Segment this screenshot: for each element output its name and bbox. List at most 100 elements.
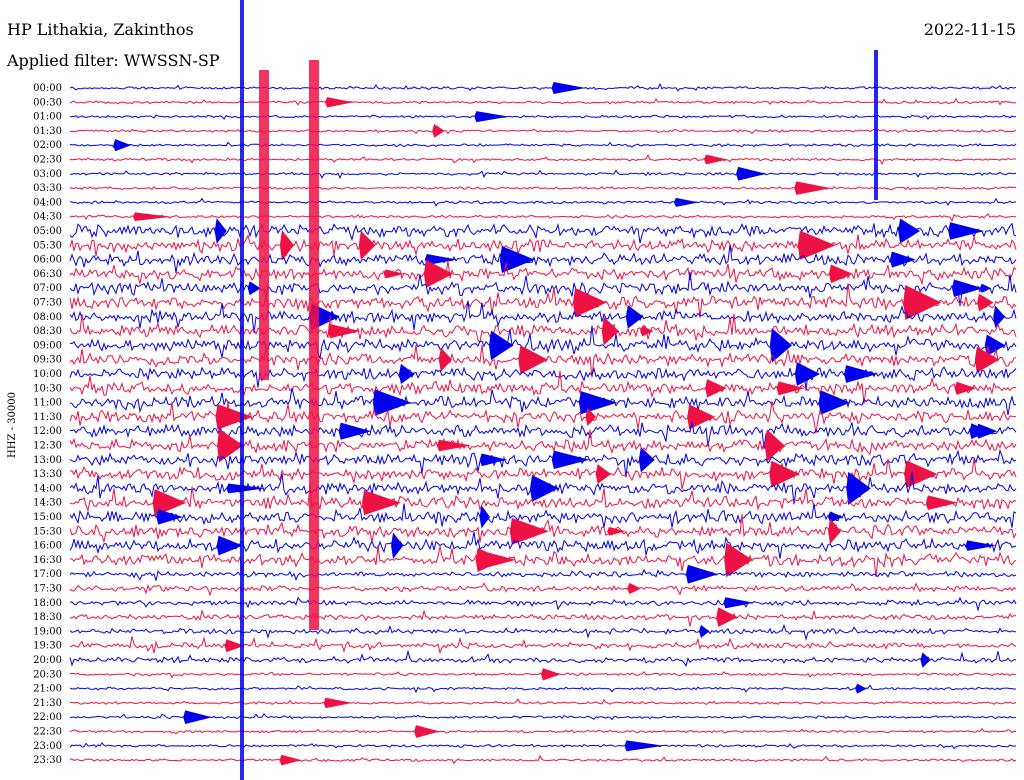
trace-line	[69, 582, 1017, 597]
event-burst	[358, 230, 376, 260]
row-time-label: 22:00	[33, 712, 62, 723]
row-time-label: 15:30	[33, 526, 62, 537]
row-time-label: 07:30	[33, 298, 62, 309]
event-burst	[984, 334, 1006, 357]
row-time-label: 00:30	[33, 97, 62, 108]
row-time-label: 04:00	[33, 197, 62, 208]
filter-label: Applied filter: WWSSN-SP	[7, 51, 220, 70]
trace-line	[69, 185, 1017, 191]
trace-line	[69, 244, 1017, 274]
event-burst	[625, 304, 644, 329]
event-burst	[925, 495, 958, 510]
trace-line	[69, 325, 1017, 359]
row-time-label: 13:00	[33, 455, 62, 466]
event-burst	[338, 422, 372, 440]
row-time-label: 19:00	[33, 626, 62, 637]
row-time-label: 09:30	[33, 355, 62, 366]
row-time-label: 10:30	[33, 383, 62, 394]
event-burst	[627, 582, 641, 595]
event-burst	[372, 389, 412, 416]
trace-line	[69, 623, 1016, 642]
row-time-label: 04:30	[33, 212, 62, 223]
trace-line	[69, 260, 1017, 286]
event-burst	[423, 259, 454, 288]
row-time-label: 02:30	[33, 155, 62, 166]
event-burst	[855, 683, 867, 694]
row-time-label: 19:30	[33, 641, 62, 652]
row-time-label: 03:30	[33, 183, 62, 194]
row-time-label: 09:00	[33, 340, 62, 351]
event-burst	[328, 323, 360, 339]
row-time-label: 20:00	[33, 655, 62, 666]
event-burst	[578, 391, 618, 415]
event-burst	[595, 464, 611, 485]
event-burst	[224, 639, 245, 653]
row-time-label: 01:00	[33, 112, 62, 123]
trace-line	[69, 234, 1017, 257]
trace-line	[69, 636, 1017, 655]
event-burst	[903, 284, 942, 321]
row-time-label: 21:30	[33, 698, 62, 709]
event-burst	[247, 281, 261, 296]
trace-line	[69, 271, 1017, 307]
trace-line	[69, 222, 1017, 244]
row-time-label: 23:00	[33, 741, 62, 752]
event-burst	[687, 404, 716, 430]
event-burst	[216, 535, 243, 556]
event-burst	[920, 652, 931, 668]
large-event-mark	[309, 60, 319, 630]
row-time-label: 08:30	[33, 326, 62, 337]
trace-line	[69, 531, 1017, 559]
trace-line	[69, 503, 1017, 528]
row-time-label: 15:00	[33, 512, 62, 523]
event-burst	[183, 710, 213, 725]
event-burst	[846, 471, 871, 505]
event-burst	[601, 316, 620, 346]
event-burst	[518, 345, 548, 375]
row-time-label: 21:00	[33, 684, 62, 695]
event-burst	[279, 229, 295, 261]
trace-line	[69, 82, 1017, 92]
event-burst	[904, 460, 938, 488]
event-burst	[391, 532, 404, 559]
event-burst	[776, 381, 805, 396]
large-event-mark	[259, 70, 269, 380]
event-burst	[716, 607, 738, 627]
event-burst	[898, 218, 921, 244]
event-burst	[974, 346, 1000, 373]
trace-line	[69, 300, 1017, 334]
event-burst	[685, 564, 719, 584]
event-burst	[965, 540, 997, 551]
date-label: 2022-11-15	[923, 20, 1016, 39]
trace-line	[69, 698, 1017, 706]
event-burst	[828, 511, 844, 523]
event-burst	[551, 450, 590, 470]
event-burst	[551, 81, 586, 95]
station-title: HP Lithakia, Zakinthos	[7, 20, 194, 39]
event-burst	[723, 597, 754, 609]
event-burst	[325, 97, 354, 108]
event-burst	[704, 154, 728, 165]
event-burst	[844, 365, 878, 383]
trace-line	[69, 114, 1017, 120]
row-time-label: 08:00	[33, 312, 62, 323]
event-burst	[979, 283, 992, 293]
row-time-label: 06:00	[33, 255, 62, 266]
event-burst	[474, 111, 509, 123]
event-burst	[156, 509, 183, 525]
event-burst	[624, 740, 664, 752]
event-burst	[215, 404, 253, 430]
event-burst	[383, 269, 405, 279]
trace-line	[69, 608, 1017, 627]
trace-line	[69, 313, 1017, 343]
event-burst	[414, 725, 440, 738]
trace-line	[69, 366, 1017, 391]
row-time-label: 18:00	[33, 598, 62, 609]
trace-line	[69, 197, 1017, 207]
event-burst	[699, 624, 710, 638]
row-time-label: 22:30	[33, 727, 62, 738]
row-time-label: 10:00	[33, 369, 62, 380]
row-time-label: 05:30	[33, 240, 62, 251]
row-time-label: 23:30	[33, 755, 62, 766]
